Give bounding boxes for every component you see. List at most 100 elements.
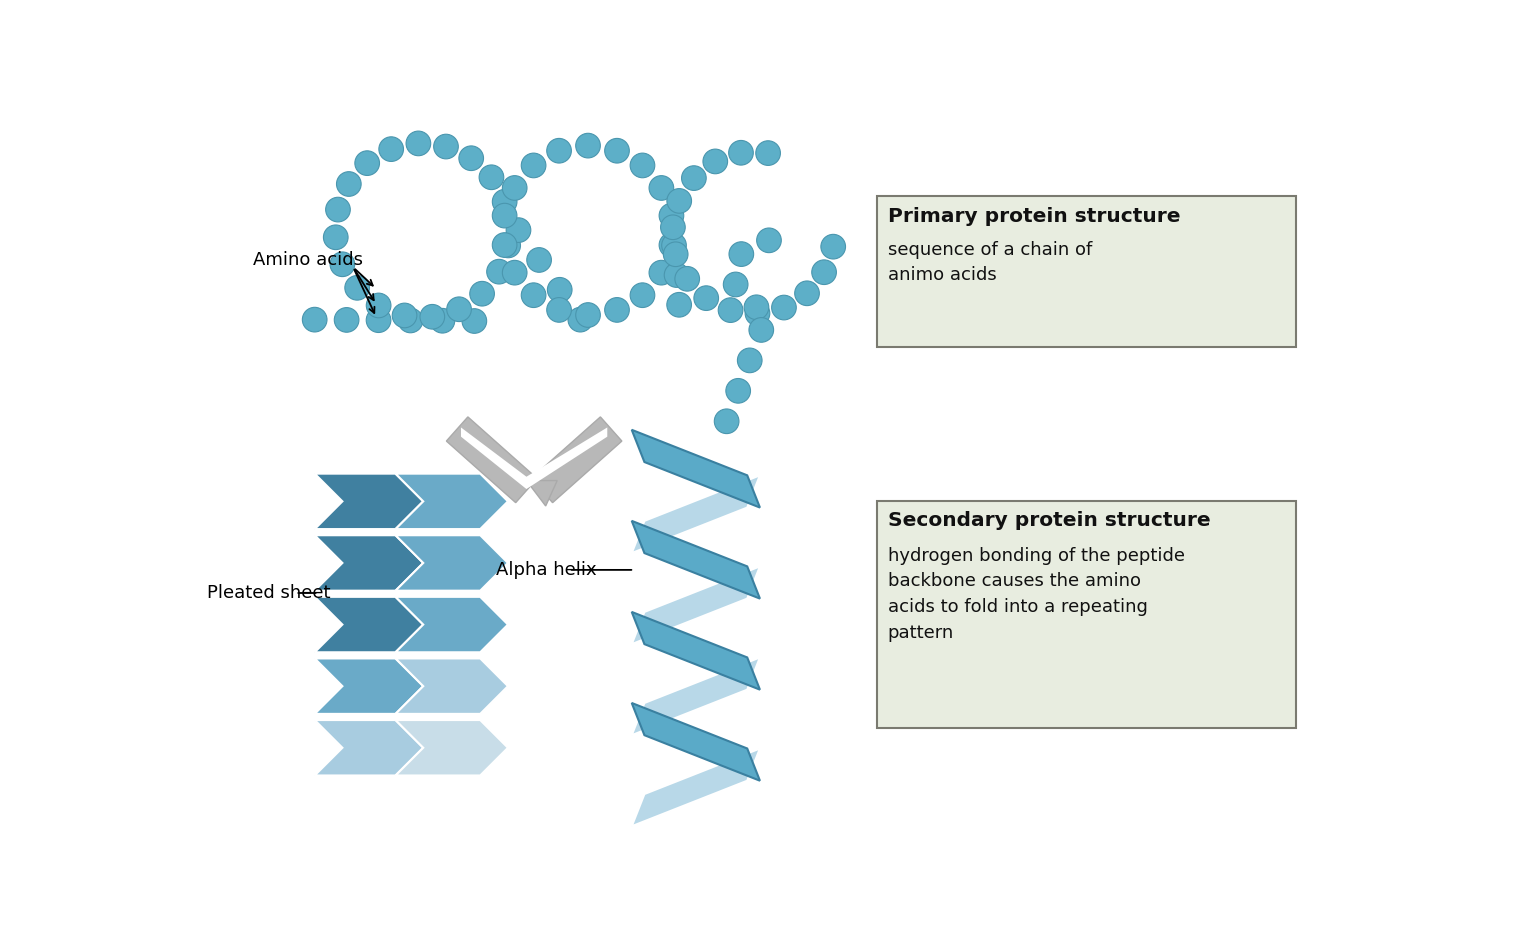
Circle shape (447, 297, 472, 322)
Circle shape (630, 153, 654, 177)
Circle shape (605, 297, 630, 322)
Circle shape (302, 308, 326, 332)
Polygon shape (631, 703, 760, 781)
Circle shape (496, 233, 521, 258)
Circle shape (355, 151, 380, 176)
FancyBboxPatch shape (876, 196, 1296, 346)
Circle shape (527, 247, 552, 272)
Circle shape (506, 218, 530, 243)
Text: hydrogen bonding of the peptide
backbone causes the amino
acids to fold into a r: hydrogen bonding of the peptide backbone… (887, 547, 1184, 642)
Polygon shape (631, 521, 760, 598)
Circle shape (812, 260, 836, 284)
Polygon shape (314, 474, 423, 529)
Circle shape (323, 225, 348, 249)
Circle shape (430, 309, 455, 333)
Circle shape (666, 189, 691, 213)
Circle shape (345, 276, 369, 300)
Polygon shape (527, 480, 558, 506)
Circle shape (757, 228, 781, 253)
Text: Primary protein structure: Primary protein structure (887, 208, 1180, 227)
Circle shape (487, 260, 512, 284)
Text: Pleated sheet: Pleated sheet (207, 584, 331, 602)
Polygon shape (631, 749, 760, 826)
Circle shape (547, 297, 571, 322)
Circle shape (460, 146, 484, 171)
Circle shape (406, 131, 430, 156)
Circle shape (729, 141, 754, 165)
Circle shape (682, 166, 706, 191)
Circle shape (659, 233, 683, 258)
Circle shape (745, 295, 769, 320)
Circle shape (723, 272, 748, 296)
Circle shape (729, 242, 754, 266)
Polygon shape (395, 659, 509, 714)
Circle shape (755, 141, 780, 165)
Circle shape (630, 283, 654, 308)
Text: Alpha helix: Alpha helix (496, 561, 596, 579)
Circle shape (694, 286, 719, 311)
Polygon shape (631, 566, 760, 644)
Circle shape (663, 242, 688, 266)
Circle shape (660, 215, 685, 240)
Polygon shape (314, 720, 423, 775)
Text: sequence of a chain of
animo acids: sequence of a chain of animo acids (887, 241, 1092, 284)
Circle shape (650, 176, 674, 200)
Circle shape (650, 261, 674, 285)
Circle shape (366, 294, 391, 318)
Polygon shape (631, 657, 760, 735)
Polygon shape (314, 659, 423, 714)
Circle shape (502, 176, 527, 200)
Circle shape (719, 297, 743, 323)
Circle shape (714, 409, 738, 433)
Circle shape (662, 233, 686, 258)
Polygon shape (395, 535, 509, 591)
Polygon shape (461, 428, 607, 489)
Polygon shape (631, 430, 760, 508)
Circle shape (463, 309, 487, 333)
Circle shape (329, 252, 355, 277)
Circle shape (568, 308, 593, 332)
Text: Amino acids: Amino acids (253, 250, 363, 269)
Circle shape (665, 262, 689, 287)
Circle shape (378, 137, 403, 161)
Circle shape (334, 308, 358, 332)
Circle shape (392, 303, 417, 328)
Polygon shape (631, 476, 760, 553)
Circle shape (502, 261, 527, 285)
Circle shape (434, 134, 458, 159)
Circle shape (480, 165, 504, 190)
Text: Secondary protein structure: Secondary protein structure (887, 512, 1210, 531)
FancyBboxPatch shape (876, 500, 1296, 728)
Polygon shape (395, 597, 509, 652)
Circle shape (492, 233, 516, 258)
Circle shape (547, 139, 571, 163)
Circle shape (795, 281, 820, 306)
Circle shape (749, 317, 774, 343)
Circle shape (703, 149, 728, 174)
Circle shape (326, 197, 351, 222)
Circle shape (576, 133, 601, 158)
Circle shape (398, 308, 423, 333)
Polygon shape (395, 474, 509, 529)
Circle shape (821, 234, 846, 259)
Circle shape (492, 190, 516, 214)
Polygon shape (395, 720, 509, 775)
Circle shape (492, 203, 516, 228)
Circle shape (737, 348, 761, 373)
Circle shape (420, 305, 444, 329)
Circle shape (337, 172, 362, 196)
Polygon shape (446, 417, 538, 502)
Circle shape (521, 153, 545, 177)
Polygon shape (532, 417, 622, 502)
Polygon shape (314, 597, 423, 652)
Circle shape (470, 281, 495, 306)
Circle shape (547, 278, 571, 302)
Circle shape (366, 308, 391, 332)
Circle shape (666, 293, 691, 317)
Circle shape (676, 266, 700, 291)
Circle shape (521, 283, 545, 308)
Polygon shape (314, 535, 423, 591)
Circle shape (745, 301, 769, 326)
Circle shape (772, 295, 797, 320)
Circle shape (605, 139, 630, 163)
